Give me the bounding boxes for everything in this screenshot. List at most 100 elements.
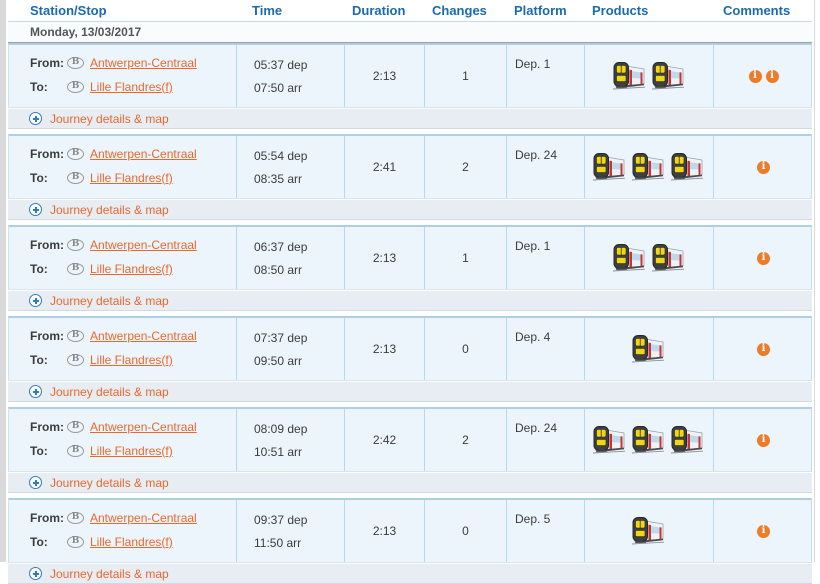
expand-plus-icon[interactable] (29, 203, 42, 216)
info-comment-icon[interactable]: i (757, 160, 770, 174)
from-station-link[interactable]: Antwerpen-Centraal (90, 510, 197, 525)
info-comment-icon[interactable]: i (757, 342, 770, 356)
to-station-link[interactable]: Lille Flandres(f) (90, 261, 173, 276)
from-station-link[interactable]: Antwerpen-Centraal (90, 146, 197, 161)
column-header-products: Products (592, 3, 649, 18)
to-station-link[interactable]: Lille Flandres(f) (90, 443, 173, 458)
journey-details-label: Journey details & map (50, 202, 169, 217)
expand-plus-icon[interactable] (29, 385, 42, 398)
products-cell (584, 45, 713, 107)
changes-cell: 0 (424, 318, 506, 380)
from-line: From: B Antwerpen-Centraal (30, 54, 236, 71)
expand-plus-icon[interactable] (29, 294, 42, 307)
info-comment-icon[interactable]: i (757, 251, 770, 265)
journey-block: From: B Antwerpen-Centraal To: B Lille F… (8, 43, 812, 129)
platform-value: Dep. 24 (515, 421, 558, 435)
station-cell: From: B Antwerpen-Centraal To: B Lille F… (9, 500, 236, 562)
from-station-link[interactable]: Antwerpen-Centraal (90, 55, 197, 70)
changes-cell: 1 (424, 227, 506, 289)
from-line: From: B Antwerpen-Centraal (30, 236, 236, 253)
duration-cell: 2:13 (344, 227, 424, 289)
column-header-station-stop: Station/Stop (30, 3, 107, 18)
to-label: To: (30, 352, 48, 367)
platform-value: Dep. 24 (515, 148, 558, 162)
train-icon (630, 333, 668, 366)
platform-cell: Dep. 24 (506, 409, 584, 471)
journey-details-link[interactable]: Journey details & map (29, 476, 169, 490)
journey-details-row: Journey details & map (8, 381, 812, 402)
to-station-link[interactable]: Lille Flandres(f) (90, 352, 173, 367)
info-comment-icon[interactable]: i (765, 69, 779, 83)
arrival-time: 08:35 arr (254, 172, 303, 186)
changes-cell: 2 (424, 136, 506, 198)
journey-details-link[interactable]: Journey details & map (29, 567, 169, 581)
arrival-time: 07:50 arr (254, 81, 303, 95)
duration-value: 2:13 (372, 524, 397, 538)
duration-value: 2:13 (372, 69, 397, 83)
train-icon (591, 424, 629, 457)
station-cell: From: B Antwerpen-Centraal To: B Lille F… (9, 227, 236, 289)
time-cell: 08:09 dep 10:51 arr (236, 409, 344, 471)
arrival-time: 08:50 arr (254, 263, 303, 277)
journey-details-link[interactable]: Journey details & map (29, 294, 169, 308)
to-line: To: B Lille Flandres(f) (30, 351, 236, 368)
journey-details-row: Journey details & map (8, 290, 812, 311)
info-comment-icon[interactable]: i (757, 524, 770, 538)
from-station-link[interactable]: Antwerpen-Centraal (90, 419, 197, 434)
journey-details-link[interactable]: Journey details & map (29, 112, 169, 126)
journey-row: From: B Antwerpen-Centraal To: B Lille F… (8, 407, 812, 472)
changes-value: 1 (462, 251, 469, 265)
expand-plus-icon[interactable] (29, 567, 42, 580)
to-station-link[interactable]: Lille Flandres(f) (90, 170, 173, 185)
changes-value: 2 (462, 433, 469, 447)
arrival-time: 09:50 arr (254, 354, 303, 368)
time-cell: 09:37 dep 11:50 arr (236, 500, 344, 562)
time-cell: 05:54 dep 08:35 arr (236, 136, 344, 198)
from-label: From: (30, 510, 64, 525)
platform-value: Dep. 1 (515, 239, 551, 253)
page-edge-strip (0, 0, 6, 562)
rail-operator-logo-icon: B (67, 171, 84, 184)
journey-details-row: Journey details & map (8, 199, 812, 220)
departure-time: 09:37 dep (254, 513, 308, 527)
platform-cell: Dep. 1 (506, 227, 584, 289)
time-cell: 07:37 dep 09:50 arr (236, 318, 344, 380)
date-header-label: Monday, 13/03/2017 (30, 25, 142, 39)
table-header-row: Station/Stop Time Duration Changes Platform P… (8, 0, 812, 22)
column-header-duration: Duration (352, 3, 406, 18)
journey-list: From: B Antwerpen-Centraal To: B Lille F… (8, 43, 812, 584)
duration-value: 2:13 (372, 342, 397, 356)
info-comment-icon[interactable]: i (748, 69, 762, 83)
to-station-link[interactable]: Lille Flandres(f) (90, 79, 173, 94)
platform-value: Dep. 5 (515, 512, 551, 526)
journey-details-row: Journey details & map (8, 472, 812, 493)
from-station-link[interactable]: Antwerpen-Centraal (90, 237, 197, 252)
time-cell: 05:37 dep 07:50 arr (236, 45, 344, 107)
departure-time: 08:09 dep (254, 422, 308, 436)
duration-cell: 2:13 (344, 45, 424, 107)
info-comment-icon[interactable]: i (757, 433, 770, 447)
platform-cell: Dep. 1 (506, 45, 584, 107)
to-station-link[interactable]: Lille Flandres(f) (90, 534, 173, 549)
duration-value: 2:42 (372, 433, 397, 447)
journey-details-label: Journey details & map (50, 111, 169, 126)
journey-details-link[interactable]: Journey details & map (29, 203, 169, 217)
products-cell (584, 227, 713, 289)
changes-cell: 2 (424, 409, 506, 471)
to-line: To: B Lille Flandres(f) (30, 169, 236, 186)
journey-block: From: B Antwerpen-Centraal To: B Lille F… (8, 134, 812, 220)
train-icon (611, 242, 649, 275)
to-label: To: (30, 534, 48, 549)
expand-plus-icon[interactable] (29, 476, 42, 489)
journey-details-link[interactable]: Journey details & map (29, 385, 169, 399)
from-station-link[interactable]: Antwerpen-Centraal (90, 328, 197, 343)
products-cell (584, 318, 713, 380)
departure-time: 07:37 dep (254, 331, 308, 345)
comments-cell: i (713, 409, 813, 471)
duration-value: 2:13 (372, 251, 397, 265)
expand-plus-icon[interactable] (29, 112, 42, 125)
comments-cell: i (713, 318, 813, 380)
to-line: To: B Lille Flandres(f) (30, 78, 236, 95)
departure-time: 05:54 dep (254, 149, 308, 163)
